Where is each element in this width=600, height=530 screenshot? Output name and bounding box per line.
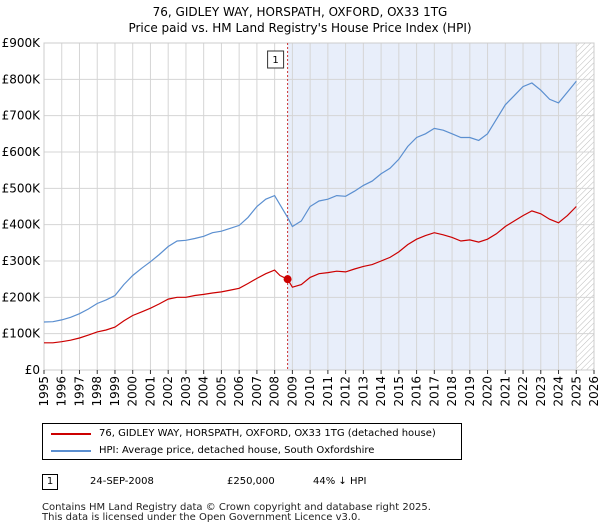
legend-label-property: 76, GIDLEY WAY, HORSPATH, OXFORD, OX33 1… — [99, 428, 436, 439]
legend-swatch-hpi — [51, 450, 91, 452]
plot-border — [43, 42, 595, 371]
x-tick-label: 2000 — [126, 376, 140, 407]
footer-copyright: Contains HM Land Registry data © Crown c… — [42, 502, 431, 513]
post-sale-shaded-region — [287, 43, 577, 370]
x-tick-label: 2011 — [321, 376, 335, 407]
x-tick-label: 2020 — [481, 376, 495, 407]
chart-title: 76, GIDLEY WAY, HORSPATH, OXFORD, OX33 1… — [153, 5, 448, 19]
x-tick-label: 2013 — [356, 376, 370, 407]
x-tick-label: 1998 — [90, 376, 104, 407]
sale-hpi-difference: 44% ↓ HPI — [313, 476, 367, 487]
sale-annotation-box — [267, 50, 285, 69]
hpi-series-line — [43, 80, 577, 323]
sale-date: 24-SEP-2008 — [90, 476, 154, 487]
y-tick-label: £900K — [2, 36, 42, 50]
sale-annotation-label: 1 — [272, 55, 278, 66]
x-tick-label: 2016 — [410, 376, 424, 407]
x-tick-label: 2005 — [214, 376, 228, 407]
sale-price: £250,000 — [227, 476, 275, 487]
x-tick-label: 2018 — [445, 376, 459, 407]
projection-hatched-region — [576, 43, 594, 370]
y-tick-label: £400K — [2, 218, 42, 232]
y-axis: £0 £100K £200K £300K £400K £500K £600K £700K £80… — [2, 36, 42, 377]
y-tick-label: £700K — [2, 109, 42, 123]
legend: 76, GIDLEY WAY, HORSPATH, OXFORD, OX33 1… — [42, 423, 462, 460]
legend-swatch-property — [51, 433, 91, 435]
sale-annotation: 1 — [267, 50, 285, 69]
y-tick-label: £800K — [2, 72, 42, 86]
x-tick-label: 2017 — [427, 376, 441, 407]
footer-licence: This data is licensed under the Open Gov… — [42, 512, 361, 523]
y-tick-label: £200K — [2, 290, 42, 304]
x-tick-label: 2026 — [587, 376, 600, 407]
footer: Contains HM Land Registry data © Crown c… — [42, 503, 431, 523]
y-tick-label: £600K — [2, 145, 42, 159]
x-tick-label: 2003 — [179, 376, 193, 407]
x-tick-label: 2004 — [197, 376, 211, 407]
x-tick-label: 2024 — [552, 376, 566, 407]
x-tick-label: 2008 — [268, 376, 282, 407]
x-tick-label: 2014 — [374, 376, 388, 407]
x-tick-label: 1999 — [108, 376, 122, 407]
x-tick-label: 2019 — [463, 376, 477, 407]
y-tick-label: £100K — [2, 327, 42, 341]
x-tick-label: 2009 — [285, 376, 299, 407]
chart-subtitle: Price paid vs. HM Land Registry's House … — [128, 21, 471, 35]
y-tick-label: £0 — [25, 363, 40, 377]
price-chart: 76, GIDLEY WAY, HORSPATH, OXFORD, OX33 1… — [2, 5, 600, 407]
x-tick-label: 2006 — [232, 376, 246, 407]
x-tick-label: 1996 — [55, 376, 69, 407]
x-tick-label: 2010 — [303, 376, 317, 407]
sale-number-badge: 1 — [42, 474, 58, 490]
y-tick-label: £300K — [2, 254, 42, 268]
x-tick-label: 2021 — [498, 376, 512, 407]
x-tick-label: 1997 — [72, 376, 86, 407]
x-tick-label: 2023 — [534, 376, 548, 407]
property-series-line — [44, 206, 577, 344]
x-axis: 1995 1996 1997 1998 1999 2000 2001 2002 2003 2004… — [37, 370, 600, 407]
grid-lines — [43, 42, 595, 371]
x-tick-label: 2025 — [569, 376, 583, 407]
x-tick-label: 2007 — [250, 376, 264, 407]
legend-label-hpi: HPI: Average price, detached house, Sout… — [99, 445, 375, 456]
x-tick-label: 2001 — [143, 376, 157, 407]
x-tick-label: 2012 — [339, 376, 353, 407]
sale-point — [283, 275, 292, 284]
y-tick-label: £500K — [2, 181, 42, 195]
x-tick-label: 2002 — [161, 376, 175, 407]
x-tick-label: 2022 — [516, 376, 530, 407]
x-tick-label: 1995 — [37, 376, 51, 407]
x-tick-label: 2015 — [392, 376, 406, 407]
